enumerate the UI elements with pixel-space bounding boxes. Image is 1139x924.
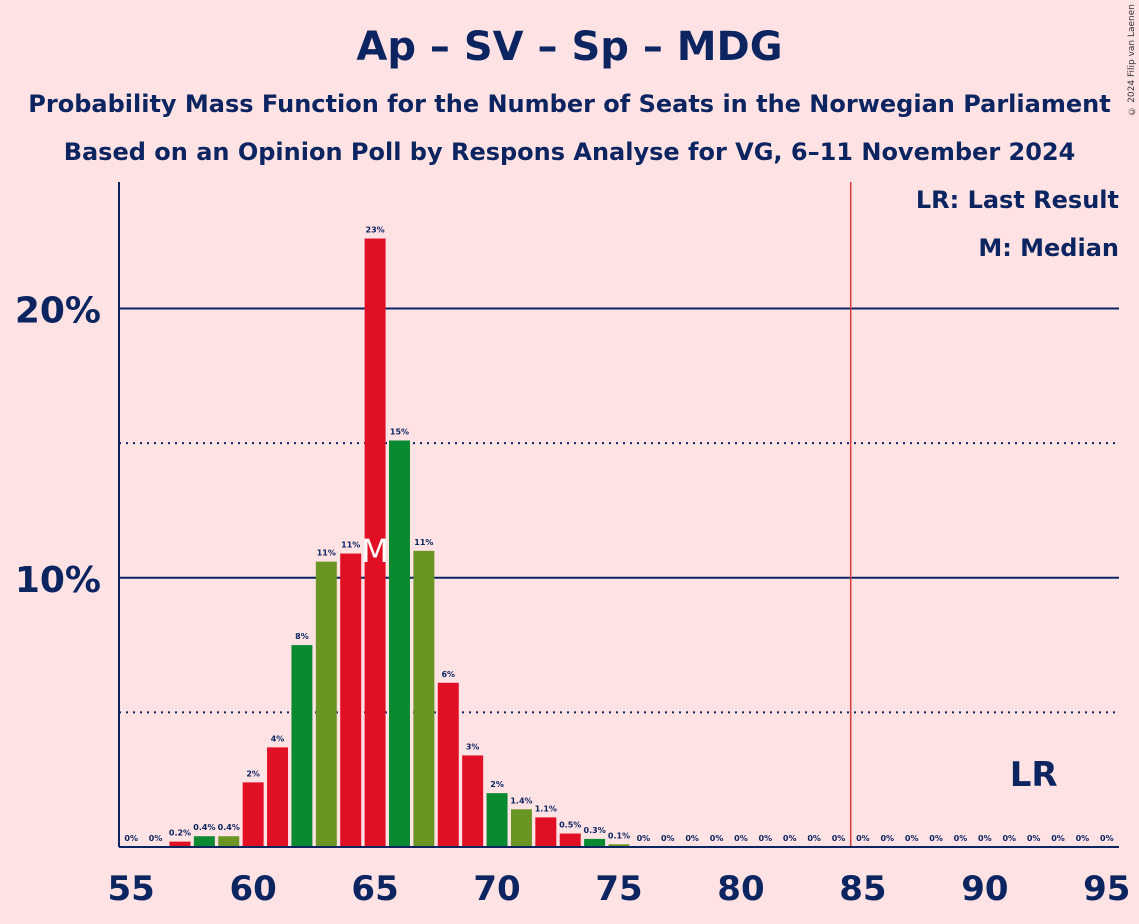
median-marker: M: [361, 532, 389, 570]
bar-value-label: 0%: [905, 834, 919, 843]
bar-value-label: 4%: [271, 734, 285, 743]
bar-seats-64: [340, 553, 362, 847]
legend-last-result: LR: Last Result: [915, 186, 1119, 214]
bar-seats-67: [413, 550, 435, 847]
bar-value-label: 0%: [1076, 834, 1090, 843]
x-tick-label: 95: [1083, 869, 1130, 909]
bar-value-label: 0.4%: [193, 823, 215, 832]
bar-value-label: 2%: [490, 780, 504, 789]
bar-value-label: 11%: [317, 549, 336, 558]
bar-seats-69: [462, 755, 484, 847]
bar-value-label: 0%: [124, 834, 138, 843]
bar-value-label: 15%: [390, 427, 409, 436]
x-tick-label: 75: [595, 869, 642, 909]
bar-value-label: 0.5%: [559, 821, 581, 830]
bar-value-label: 0%: [685, 834, 699, 843]
bar-seats-72: [535, 817, 557, 847]
bar-value-label: 11%: [414, 538, 433, 547]
bar-value-label: 0%: [856, 834, 870, 843]
bar-value-label: 0.1%: [608, 831, 630, 840]
x-tick-label: 60: [229, 869, 276, 909]
bar-seats-65: [364, 238, 386, 848]
bar-value-label: 0%: [832, 834, 846, 843]
bar-value-label: 23%: [366, 226, 385, 235]
x-tick-label: 65: [351, 869, 398, 909]
bar-seats-73: [559, 833, 581, 847]
bar-seats-66: [389, 440, 410, 847]
bar-seats-70: [486, 793, 508, 847]
bar-value-label: 1.4%: [510, 796, 532, 805]
bar-value-label: 0%: [1100, 834, 1114, 843]
y-tick-label: 10%: [15, 560, 101, 601]
bar-value-label: 0.3%: [584, 826, 606, 835]
chart-subtitle-2: Based on an Opinion Poll by Respons Anal…: [63, 138, 1076, 166]
bar-value-label: 0%: [954, 834, 968, 843]
bar-value-label: 2%: [246, 769, 260, 778]
bar-seats-58: [193, 836, 215, 847]
bar-seats-63: [315, 561, 337, 847]
bar-value-label: 6%: [441, 670, 455, 679]
grid-layer: [119, 182, 1119, 847]
bar-value-label: 0%: [149, 834, 163, 843]
bar-value-label: 0%: [1002, 834, 1016, 843]
bar-value-label: 0.4%: [218, 823, 240, 832]
chart-title: Ap – SV – Sp – MDG: [356, 24, 783, 70]
chart-subtitle-1: Probability Mass Function for the Number…: [28, 90, 1111, 118]
bar-seats-68: [437, 682, 459, 847]
label-layer: 0% 0%0.2%0.4% 0.4%2%4%8%11%11%23%M15%11%6%…: [124, 226, 1113, 843]
bar-seats-71: [510, 809, 532, 847]
bar-seats-74: [584, 838, 606, 847]
last-result-marker: LR: [1010, 755, 1058, 795]
bar-seats-62: [291, 645, 313, 847]
x-tick-label: 90: [961, 869, 1008, 909]
bar-value-label: 1.1%: [535, 804, 557, 813]
bar-value-label: 11%: [341, 541, 360, 550]
bar-seats-59: [218, 836, 240, 847]
bar-seats-60: [242, 782, 264, 847]
axis-layer: 10% 20% 55 60 65 70 75 80 85 90 95: [15, 182, 1130, 909]
x-tick-label: 55: [108, 869, 155, 909]
x-tick-label: 80: [717, 869, 764, 909]
bar-value-label: 0%: [710, 834, 724, 843]
bar-value-label: 0%: [880, 834, 894, 843]
bar-seats-57: [169, 841, 191, 847]
bar-value-label: 3%: [466, 742, 480, 751]
bar-value-label: 0%: [661, 834, 675, 843]
legend-median: M: Median: [978, 234, 1119, 262]
bar-layer: [169, 238, 630, 848]
bar-value-label: 0%: [637, 834, 651, 843]
bar-value-label: 0%: [807, 834, 821, 843]
y-tick-label: 20%: [15, 291, 101, 332]
x-tick-label: 85: [839, 869, 886, 909]
bar-seats-61: [267, 747, 289, 847]
bar-seats-75: [608, 844, 630, 847]
bar-value-label: 0%: [759, 834, 773, 843]
bar-value-label: 0%: [1051, 834, 1065, 843]
bar-value-label: 0%: [978, 834, 992, 843]
bar-value-label: 8%: [295, 632, 309, 641]
bar-value-label: 0.2%: [169, 829, 191, 838]
x-tick-label: 70: [473, 869, 520, 909]
bar-value-label: 0%: [1027, 834, 1041, 843]
bar-value-label: 0%: [734, 834, 748, 843]
bar-value-label: 0%: [783, 834, 797, 843]
bar-value-label: 0%: [929, 834, 943, 843]
